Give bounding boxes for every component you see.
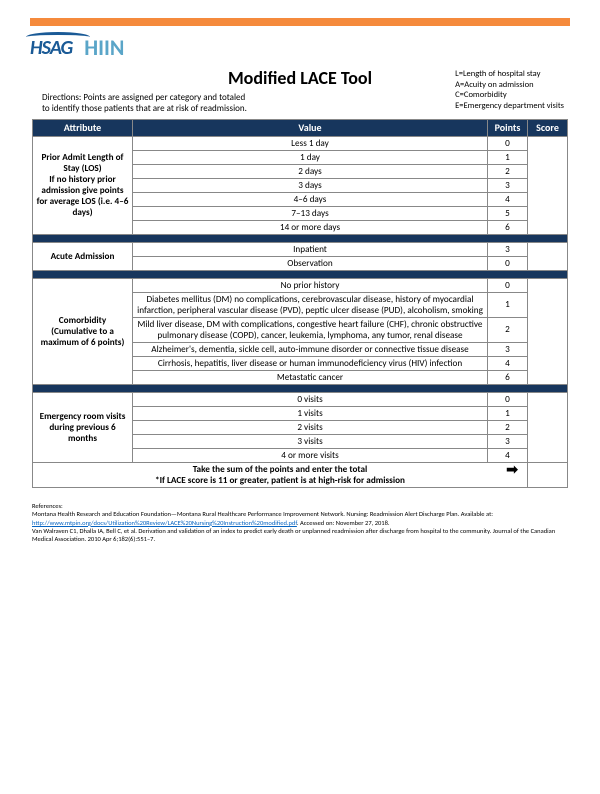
hsag-logo: HSAG <box>30 36 72 60</box>
score-cell[interactable] <box>528 393 568 463</box>
top-orange-bar <box>30 18 570 26</box>
legend-l: L=Length of hospital stay <box>455 69 564 80</box>
footer-references: References: Montana Health Research and … <box>32 502 568 543</box>
value-cell: 14 or more days <box>133 220 488 234</box>
value-cell: 2 visits <box>133 421 488 435</box>
refs-label: References: <box>32 502 568 510</box>
value-cell: 2 days <box>133 164 488 178</box>
points-cell: 0 <box>488 136 528 150</box>
header-attribute: Attribute <box>33 119 133 136</box>
points-cell: 3 <box>488 178 528 192</box>
table-row: Emergency room visits during previous 6 … <box>33 393 568 407</box>
table-header-row: Attribute Value Points Score <box>33 119 568 136</box>
value-cell: 4 or more visits <box>133 449 488 463</box>
legend-e: E=Emergency department visits <box>455 101 564 112</box>
page-title: Modified LACE Tool <box>228 67 372 89</box>
points-cell: 1 <box>488 150 528 164</box>
points-cell: 5 <box>488 206 528 220</box>
value-cell: Mild liver disease, DM with complication… <box>133 317 488 342</box>
hiin-logo: HIIN <box>84 34 124 61</box>
legend-a: A=Acuity on admission <box>455 80 564 91</box>
ref1-post: . Accessed on: November 27, 2018. <box>297 519 390 527</box>
score-cell[interactable] <box>528 136 568 234</box>
header-score: Score <box>528 119 568 136</box>
points-cell: 1 <box>488 407 528 421</box>
logo-row: HSAG HIIN <box>30 34 600 61</box>
value-cell: 1 visits <box>133 407 488 421</box>
attribute-cell: Emergency room visits during previous 6 … <box>33 393 133 463</box>
table-row: Comorbidity (Cumulative to a maximum of … <box>33 278 568 292</box>
header-points: Points <box>488 119 528 136</box>
section-divider <box>33 385 568 393</box>
value-cell: 4–6 days <box>133 192 488 206</box>
points-cell: 4 <box>488 357 528 371</box>
points-cell: 2 <box>488 421 528 435</box>
section-divider <box>33 234 568 242</box>
value-cell: Metastatic cancer <box>133 371 488 385</box>
value-cell: Inpatient <box>133 242 488 256</box>
ref1: Montana Health Research and Education Fo… <box>32 510 568 526</box>
value-cell: Cirrhosis, hepatitis, liver disease or h… <box>133 357 488 371</box>
points-cell: 2 <box>488 317 528 342</box>
points-cell: 3 <box>488 435 528 449</box>
total-instruction-cell: Take the sum of the points and enter the… <box>33 463 528 488</box>
value-cell: No prior history <box>133 278 488 292</box>
value-cell: 7–13 days <box>133 206 488 220</box>
points-cell: 6 <box>488 220 528 234</box>
attribute-cell: Acute Admission <box>33 242 133 270</box>
ref1-link[interactable]: http://www.mtpin.org/docs/Utilization%20… <box>32 519 297 527</box>
points-cell: 4 <box>488 192 528 206</box>
points-cell: 6 <box>488 371 528 385</box>
points-cell: 1 <box>488 292 528 317</box>
attribute-cell: Comorbidity (Cumulative to a maximum of … <box>33 278 133 384</box>
points-cell: 0 <box>488 393 528 407</box>
points-cell: 3 <box>488 242 528 256</box>
total-score-cell[interactable] <box>528 463 568 488</box>
table-row: Prior Admit Length of Stay (LOS)If no hi… <box>33 136 568 150</box>
value-cell: Less 1 day <box>133 136 488 150</box>
header-value: Value <box>133 119 488 136</box>
total-row: Take the sum of the points and enter the… <box>33 463 568 488</box>
value-cell: 0 visits <box>133 393 488 407</box>
points-cell: 0 <box>488 278 528 292</box>
value-cell: Observation <box>133 256 488 270</box>
score-cell[interactable] <box>528 242 568 270</box>
hsag-swoosh-icon <box>26 32 90 42</box>
value-cell: 1 day <box>133 150 488 164</box>
title-row: Modified LACE Tool L=Length of hospital … <box>0 67 600 89</box>
value-cell: Alzheimer's, dementia, sickle cell, auto… <box>133 343 488 357</box>
hiin-text: HIIN <box>84 34 124 61</box>
legend-c: C=Comorbidity <box>455 90 564 101</box>
points-cell: 2 <box>488 164 528 178</box>
lace-table: Attribute Value Points Score Prior Admit… <box>32 119 568 489</box>
section-divider <box>33 270 568 278</box>
value-cell: 3 visits <box>133 435 488 449</box>
table-row: Acute AdmissionInpatient3 <box>33 242 568 256</box>
points-cell: 3 <box>488 343 528 357</box>
lace-legend: L=Length of hospital stay A=Acuity on ad… <box>455 69 564 112</box>
ref1-pre: Montana Health Research and Education Fo… <box>32 510 493 518</box>
attribute-cell: Prior Admit Length of Stay (LOS)If no hi… <box>33 136 133 234</box>
ref2: Van Walraven C1, Dhalla IA, Bell C, et a… <box>32 527 568 543</box>
score-cell[interactable] <box>528 278 568 384</box>
value-cell: 3 days <box>133 178 488 192</box>
value-cell: Diabetes mellitus (DM) no complications,… <box>133 292 488 317</box>
points-cell: 0 <box>488 256 528 270</box>
